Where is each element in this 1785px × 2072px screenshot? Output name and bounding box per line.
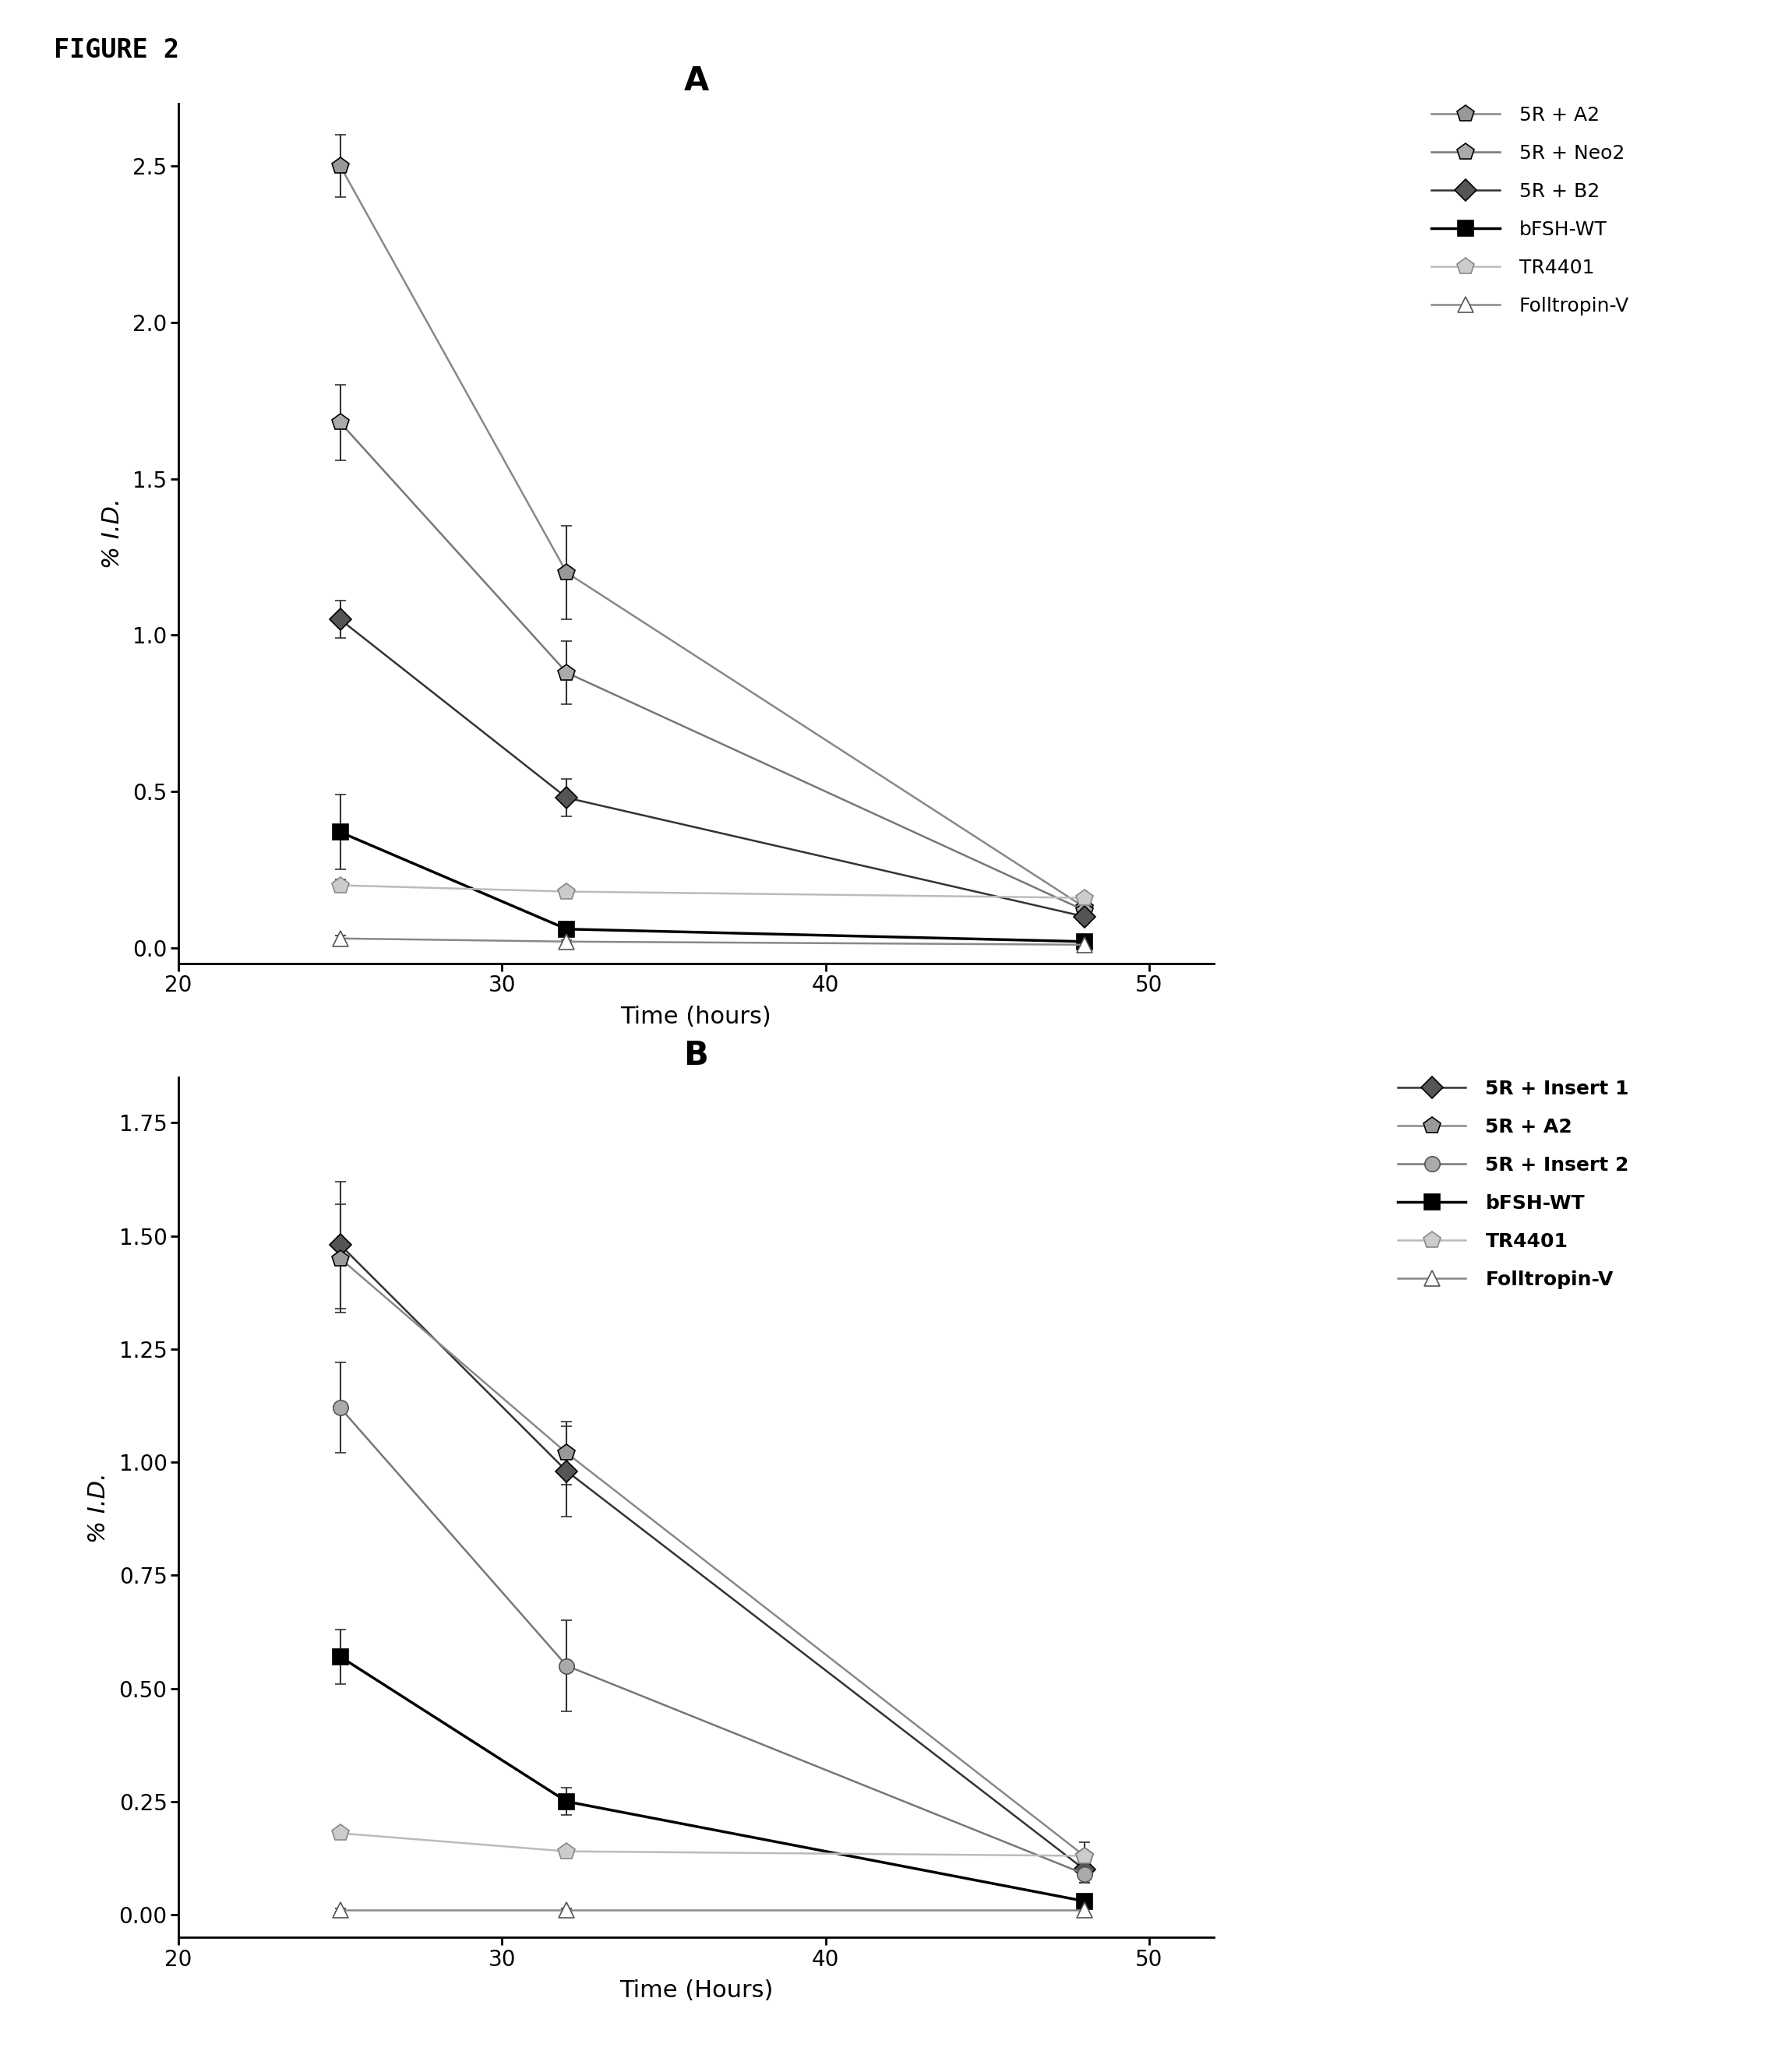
- Title: A: A: [684, 64, 709, 97]
- X-axis label: Time (hours): Time (hours): [621, 1005, 771, 1028]
- X-axis label: Time (Hours): Time (Hours): [619, 1979, 773, 2002]
- Legend: 5R + Insert 1, 5R + A2, 5R + Insert 2, bFSH-WT, TR4401, Folltropin-V: 5R + Insert 1, 5R + A2, 5R + Insert 2, b…: [1389, 1069, 1639, 1299]
- Text: FIGURE 2: FIGURE 2: [54, 37, 179, 62]
- Y-axis label: % I.D.: % I.D.: [102, 497, 123, 570]
- Y-axis label: % I.D.: % I.D.: [87, 1471, 111, 1544]
- Legend: 5R + A2, 5R + Neo2, 5R + B2, bFSH-WT, TR4401, Folltropin-V: 5R + A2, 5R + Neo2, 5R + B2, bFSH-WT, TR…: [1421, 95, 1639, 325]
- Title: B: B: [684, 1038, 709, 1071]
